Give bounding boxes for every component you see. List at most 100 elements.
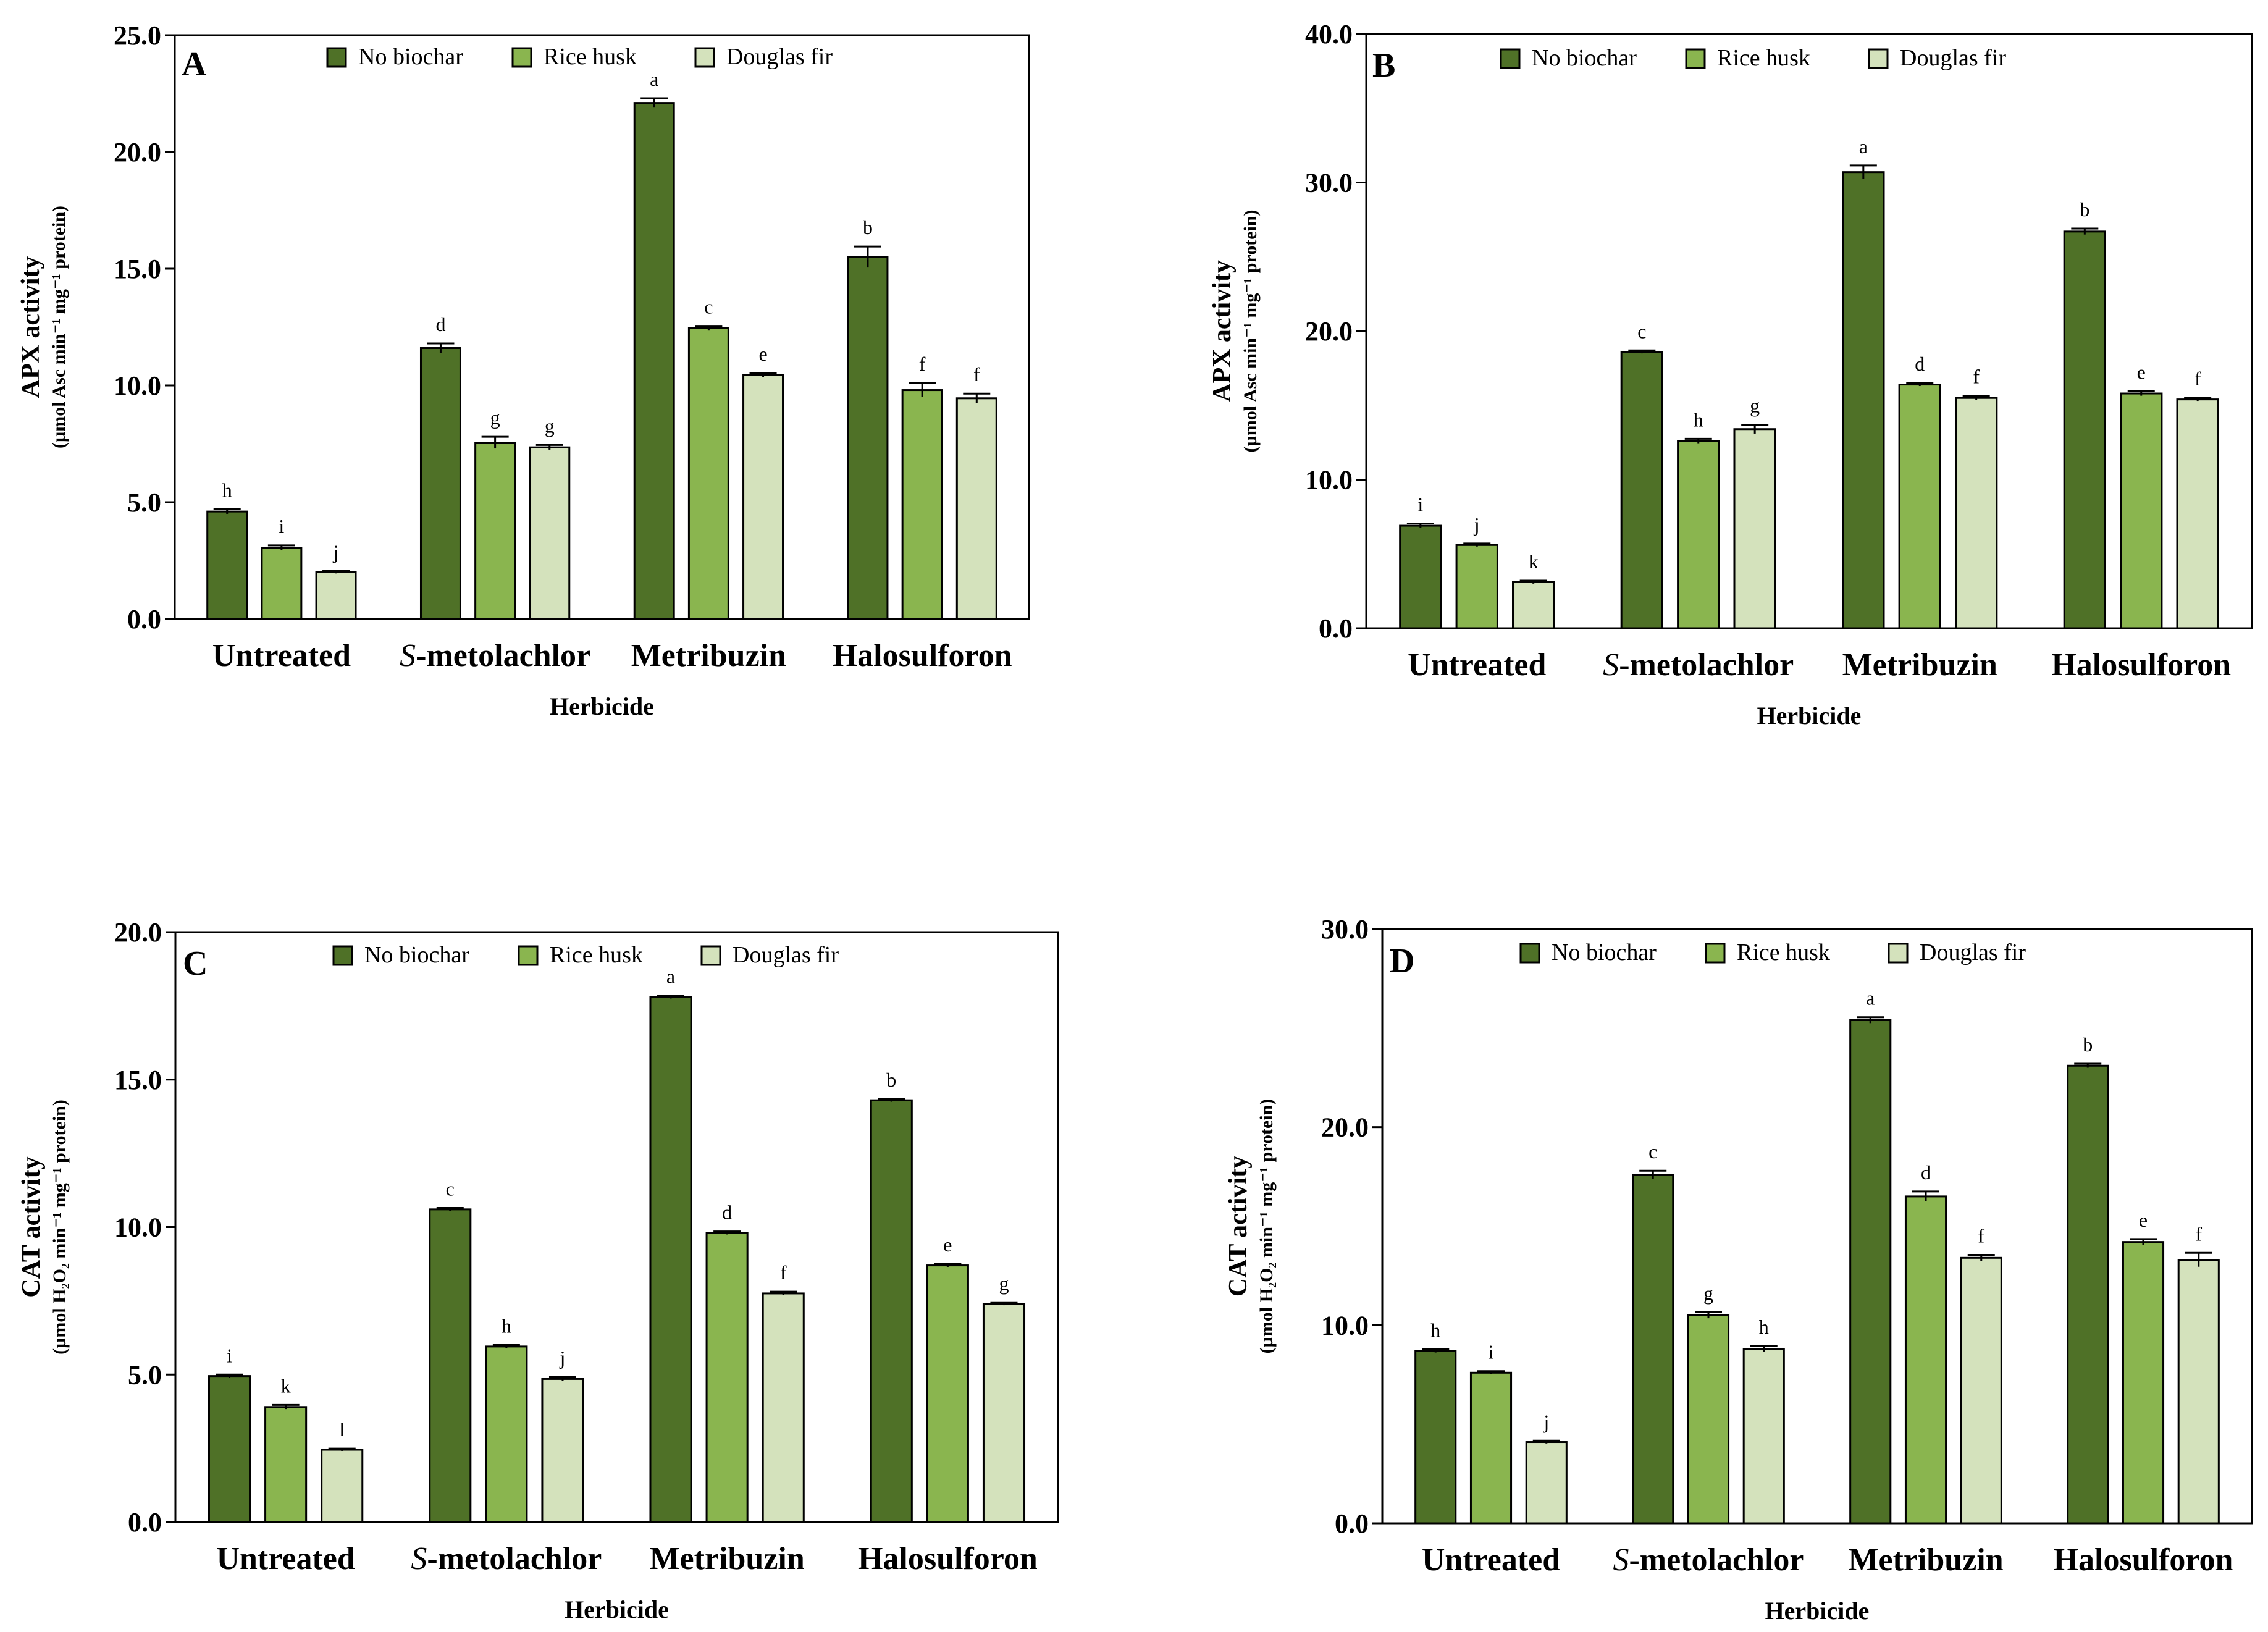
- x-axis-title: Herbicide: [1765, 1597, 1870, 1625]
- bar: [762, 1292, 805, 1523]
- bar: [541, 1378, 584, 1523]
- significance-letter: l: [339, 1418, 345, 1441]
- bar: [1632, 1174, 1674, 1525]
- significance-letter: b: [2080, 198, 2090, 221]
- panel-letter: A: [182, 45, 207, 83]
- significance-letter: d: [722, 1201, 732, 1224]
- significance-letter: g: [490, 406, 500, 429]
- bar: [1849, 1019, 1892, 1525]
- legend-label: Rice husk: [550, 942, 643, 968]
- category-label-rest: -metolachlor: [427, 1541, 602, 1576]
- bar: [2177, 1259, 2220, 1525]
- bar: [633, 102, 675, 620]
- panel-b: 0.0 10.0 20.0 30.0 40.0 i j k Untreated c h g S-meto…: [1208, 19, 2253, 730]
- y-tick-label: 20.0: [114, 137, 161, 167]
- bar: [870, 1099, 913, 1523]
- y-tick-label: 30.0: [1321, 914, 1369, 944]
- significance-letter: f: [1973, 366, 1980, 388]
- significance-letter: c: [446, 1177, 455, 1200]
- significance-letter: a: [1866, 987, 1875, 1009]
- bar: [2067, 1064, 2109, 1525]
- category-label-italic: S: [1613, 1542, 1629, 1578]
- category-label-rest: -metolachlor: [1619, 647, 1794, 683]
- bar: [1455, 544, 1498, 629]
- significance-letter: i: [1418, 493, 1423, 515]
- category-label-rest: -metolachlor: [1629, 1542, 1804, 1578]
- category-label: Halosulforon: [2051, 647, 2231, 683]
- legend-label: Rice husk: [1717, 45, 1810, 71]
- category-label: Metribuzin: [649, 1541, 804, 1576]
- significance-letter: e: [2137, 361, 2146, 383]
- y-axis-title-main: CAT activity: [17, 1156, 46, 1297]
- bar: [1960, 1256, 2002, 1525]
- significance-letter: g: [1750, 395, 1760, 417]
- y-axis-title-units: (µmol H₂O₂ min⁻¹ mg⁻¹ protein): [49, 1100, 70, 1355]
- plot-frame: [1381, 928, 2253, 1525]
- legend-label: Douglas fir: [1920, 940, 2026, 965]
- bar: [419, 347, 461, 620]
- significance-letter: a: [1859, 135, 1868, 158]
- y-tick-label: 30.0: [1305, 168, 1353, 198]
- y-axis-title-units: (µmol Asc min⁻¹ mg⁻¹ protein): [49, 206, 69, 448]
- legend-label: No biochar: [1532, 45, 1637, 71]
- bar: [321, 1449, 364, 1523]
- legend-swatch: [518, 945, 539, 966]
- bar: [1733, 428, 1776, 629]
- category-label: Untreated: [1422, 1542, 1560, 1578]
- legend-label: Douglas fir: [733, 942, 839, 968]
- bar: [2120, 392, 2163, 629]
- significance-letter: k: [281, 1374, 291, 1397]
- category-label: S-metolachlor: [1603, 647, 1794, 683]
- bar: [705, 1232, 749, 1523]
- bar: [1677, 440, 1720, 629]
- significance-letter: f: [919, 353, 926, 375]
- significance-letter: e: [2139, 1209, 2148, 1231]
- significance-letter: h: [1430, 1319, 1440, 1341]
- significance-letter: e: [758, 343, 767, 365]
- x-axis-title: Herbicide: [1757, 702, 1862, 730]
- legend-swatch: [694, 47, 715, 68]
- bar: [264, 1406, 308, 1523]
- bar: [315, 571, 357, 620]
- y-tick-label: 5.0: [128, 1360, 162, 1390]
- legend-swatch: [1500, 48, 1521, 69]
- significance-letter: j: [560, 1347, 566, 1369]
- category-label: Untreated: [1408, 647, 1546, 683]
- y-tick-label: 15.0: [114, 1065, 162, 1095]
- y-axis-title-units: (µmol H₂O₂ min⁻¹ mg⁻¹ protein): [1256, 1099, 1277, 1354]
- y-axis-title: APX activity (µmol Asc min⁻¹ mg⁻¹ protein…: [1208, 209, 1261, 452]
- significance-letter: f: [2194, 368, 2201, 390]
- category-label-italic: S: [411, 1541, 427, 1576]
- category-label: Halosulforon: [833, 638, 1012, 673]
- significance-letter: h: [1694, 408, 1703, 431]
- legend-swatch: [700, 945, 721, 966]
- bar: [956, 397, 998, 620]
- legend-swatch: [511, 47, 532, 68]
- legend: No biochar Rice husk Douglas fir: [1519, 940, 2026, 965]
- y-axis-title-main: APX activity: [17, 256, 45, 398]
- y-axis-title: CAT activity (µmol H₂O₂ min⁻¹ mg⁻¹ protei…: [1224, 1099, 1277, 1354]
- y-tick-label: 0.0: [1319, 613, 1353, 644]
- legend-label: No biochar: [358, 44, 463, 70]
- category-label: Metribuzin: [1848, 1542, 2003, 1578]
- bar: [1620, 351, 1663, 629]
- y-tick-label: 0.0: [127, 604, 161, 634]
- significance-letter: b: [2083, 1033, 2093, 1056]
- bar: [742, 374, 784, 620]
- bar: [429, 1208, 472, 1523]
- significance-letter: i: [279, 515, 284, 537]
- bar: [1904, 1195, 1947, 1525]
- legend-swatch: [1685, 48, 1706, 69]
- panel-letter: C: [183, 944, 208, 983]
- significance-letter: f: [780, 1261, 787, 1284]
- significance-letter: c: [1637, 320, 1646, 342]
- plot-frame: [1365, 33, 2253, 629]
- y-axis-title: CAT activity (µmol H₂O₂ min⁻¹ mg⁻¹ protei…: [17, 1100, 70, 1355]
- category-label: Metribuzin: [631, 638, 786, 673]
- significance-letter: h: [222, 479, 232, 501]
- y-tick-label: 5.0: [127, 487, 161, 518]
- bar: [1399, 524, 1442, 629]
- y-axis-title: APX activity (µmol Asc min⁻¹ mg⁻¹ protein…: [17, 206, 69, 448]
- category-label: Halosulforon: [2054, 1542, 2233, 1578]
- y-tick-label: 25.0: [114, 20, 161, 51]
